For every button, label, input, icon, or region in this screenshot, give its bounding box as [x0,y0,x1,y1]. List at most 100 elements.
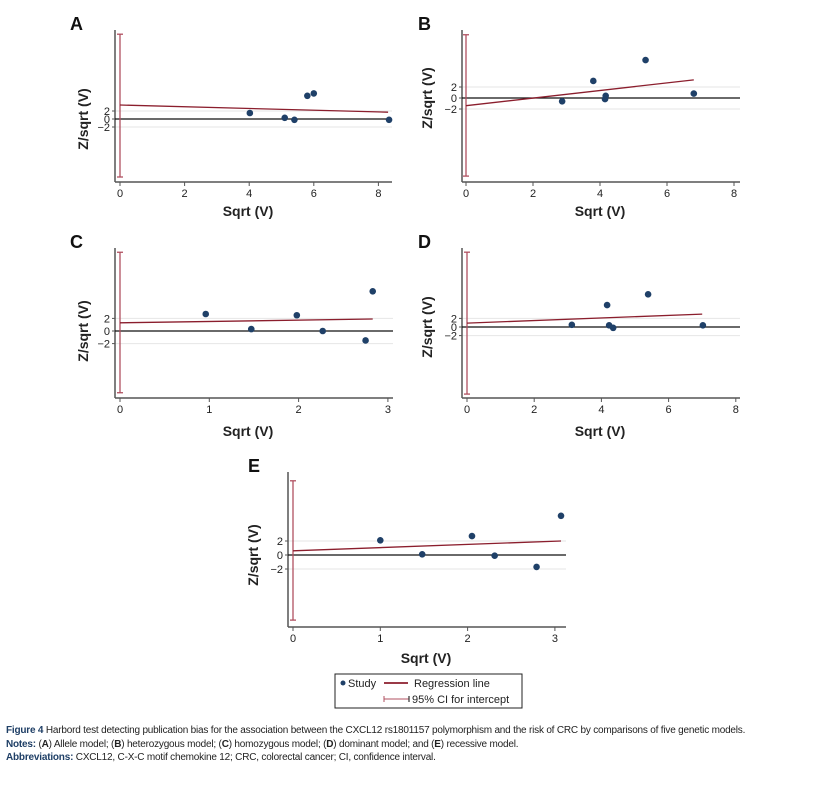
study-point [557,512,565,520]
x-axis-label: Sqrt (V) [223,423,274,439]
y-tick-label: 2 [451,82,457,94]
notes-panel-ref: C [221,738,229,750]
x-tick-label: 3 [385,404,391,416]
notes-panel-ref: B [114,738,122,750]
y-tick-label: 0 [104,114,110,126]
study-point [418,551,426,558]
study-point [319,327,327,335]
y-tick-label: 0 [451,93,457,105]
regression-line [119,104,389,113]
study-point [642,56,649,64]
regression-line [292,540,562,552]
y-axis-label: Z/sqrt (V) [75,88,91,149]
study-point [558,98,566,105]
panel-e: E 2 0 −2 0 1 2 3 Sqrt (V) Z/sqrt (V) [245,456,566,666]
notes-text: ) recessive model. [440,738,519,750]
x-axis-label: Sqrt (V) [223,203,274,219]
caption-notes: Notes: (A) Allele model; (B) heterozygou… [6,738,811,752]
caption-main: Figure 4 Harbord test detecting publicat… [6,724,811,738]
study-point [699,321,707,329]
caption-abbreviations: Abbreviations: CXCL12, C-X-C motif chemo… [6,751,811,765]
study-point [491,552,498,559]
study-point [362,337,369,344]
legend-box [334,673,523,709]
x-tick-label: 0 [117,188,123,200]
notes-text: ) homozygous model; ( [228,738,327,750]
x-axis-label: Sqrt (V) [401,650,452,666]
y-tick-label: −2 [444,104,457,116]
y-axis-label: Z/sqrt (V) [75,300,91,361]
y-tick-label: −2 [97,339,110,351]
study-point [644,291,652,298]
notes-label: Notes: [6,738,36,750]
x-tick-label: 4 [597,188,603,200]
study-point [603,301,611,309]
y-tick-label: 0 [104,326,110,338]
legend: Study Regression line 95% CI for intercept [334,673,523,709]
study-point [247,325,255,333]
study-point [202,310,210,318]
study-point [304,92,311,100]
legend-study-label: Study [348,678,377,690]
study-point [533,563,540,571]
regression-line [466,313,703,324]
study-point [468,532,476,540]
y-tick-label: −2 [270,564,283,576]
x-axis-label: Sqrt (V) [575,203,626,219]
notes-text: ) heterozygous model; ( [121,738,222,750]
study-point [281,114,289,122]
x-tick-label: 4 [246,188,252,200]
figure-caption: Figure 4 Harbord test detecting publicat… [6,724,811,765]
figure-label: Figure 4 [6,725,44,736]
study-point [385,116,393,124]
y-axis-label: Z/sqrt (V) [419,296,435,357]
legend-study-marker [340,680,346,686]
x-tick-label: 6 [664,188,670,200]
y-axis-label: Z/sqrt (V) [245,524,261,585]
y-tick-label: −2 [97,122,110,134]
x-tick-label: 1 [206,404,212,416]
abbrev-text: CXCL12, C-X-C motif chemokine 12; CRC, c… [73,752,436,763]
x-tick-label: 0 [463,188,469,200]
x-tick-label: 0 [464,404,470,416]
regression-line [465,79,694,107]
x-tick-label: 0 [117,404,123,416]
panel-label: A [70,14,83,34]
figure-text: Harbord test detecting publication bias … [43,725,746,736]
study-point [246,109,254,117]
study-point [590,77,597,85]
notes-panel-ref: E [434,738,441,750]
y-tick-label: 2 [451,313,457,325]
x-tick-label: 0 [290,633,296,645]
panel-label: C [70,232,83,252]
x-tick-label: 8 [375,188,381,200]
y-tick-label: 2 [277,536,283,548]
notes-text: ) dominant model; and ( [333,738,435,750]
x-tick-label: 2 [465,633,471,645]
study-point [568,321,576,329]
x-tick-label: 3 [552,633,558,645]
y-tick-label: −2 [444,331,457,343]
y-tick-label: 2 [104,106,110,118]
panel-label: B [418,14,431,34]
x-tick-label: 2 [182,188,188,200]
x-tick-label: 2 [531,404,537,416]
abbrev-label: Abbreviations: [6,752,74,763]
x-tick-label: 1 [377,633,383,645]
x-tick-label: 6 [666,404,672,416]
panel-label: E [248,456,260,476]
study-point [602,92,609,100]
legend-ci-label: 95% CI for intercept [412,694,509,706]
study-point [293,311,301,319]
y-axis-label: Z/sqrt (V) [419,67,435,128]
x-tick-label: 8 [731,188,737,200]
x-tick-label: 4 [598,404,604,416]
x-tick-label: 6 [311,188,317,200]
study-point [377,537,384,544]
study-point [291,116,298,124]
study-point [369,288,377,295]
